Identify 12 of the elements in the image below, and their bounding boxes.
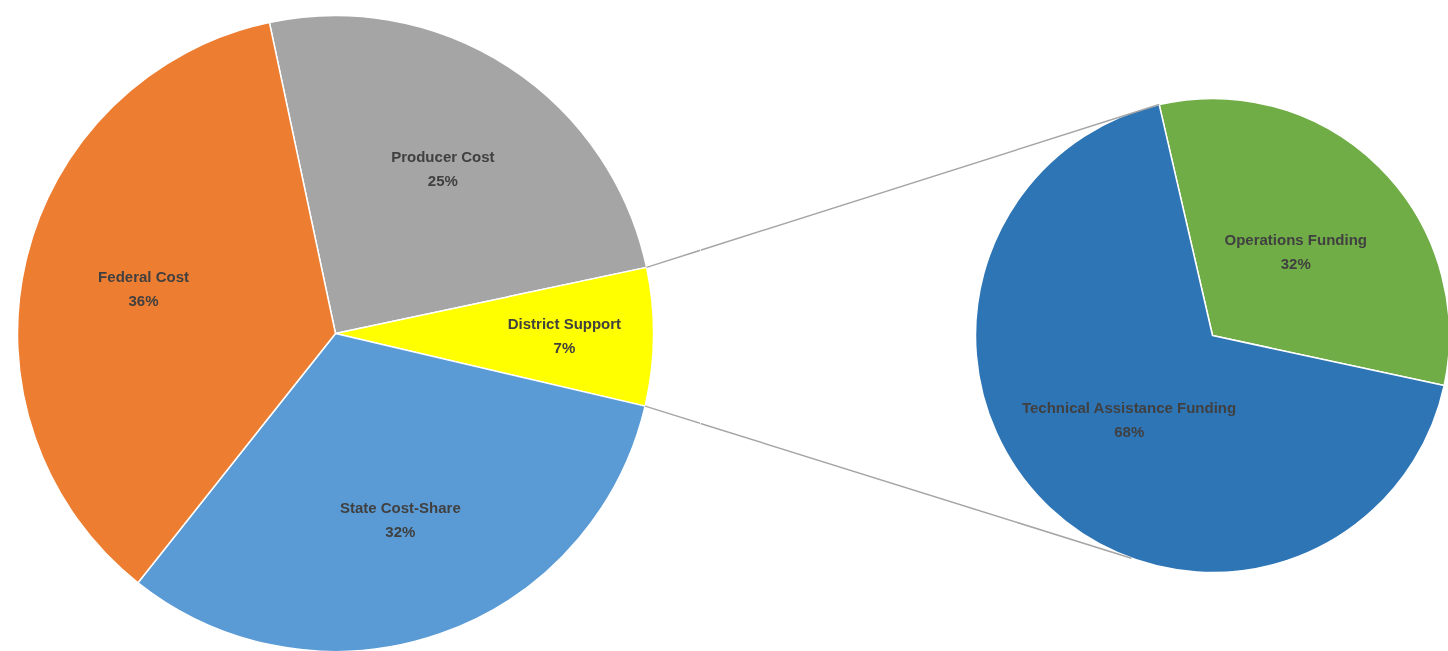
data-label: 25% <box>427 171 458 189</box>
slice-label: Operations Funding <box>1224 230 1367 248</box>
slice-label: District Support <box>507 315 622 333</box>
data-label: 7% <box>553 339 576 357</box>
slice-label: Technical Assistance Funding <box>1021 399 1237 417</box>
slice-label: Federal Cost <box>98 268 189 286</box>
data-label: 68% <box>1114 423 1145 441</box>
slice-label: State Cost-Share <box>339 499 461 517</box>
data-label: 36% <box>128 291 159 309</box>
slice-label: Producer Cost <box>391 147 495 165</box>
data-label: 32% <box>1280 254 1311 272</box>
data-label: 32% <box>385 523 416 541</box>
